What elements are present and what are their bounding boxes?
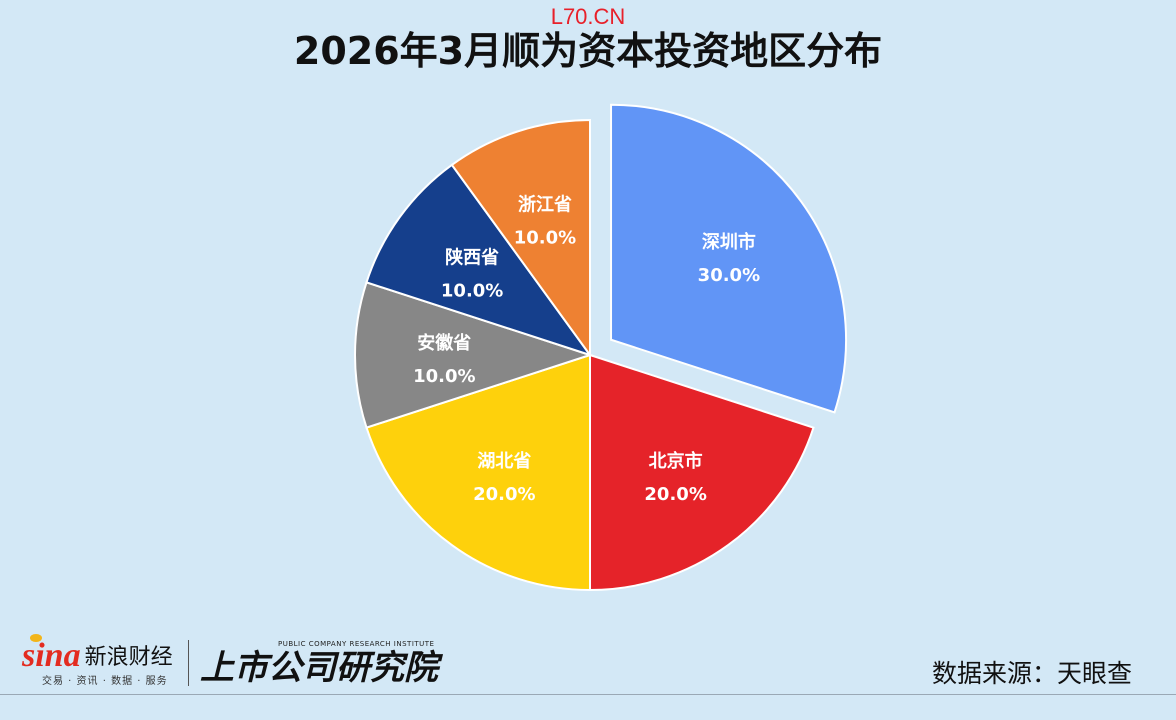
pie-slice-5 [450, 118, 591, 359]
slice-value-4: 10.0% [441, 280, 503, 301]
institute-chinese-name: 上市公司研究院 [200, 648, 438, 688]
sina-finance-name: 新浪财经 [84, 645, 173, 670]
slice-label-0: 深圳市 [702, 231, 756, 253]
pie-slice-2 [365, 353, 591, 592]
slice-label-1: 北京市 [649, 450, 703, 472]
data-source: 数据来源：天眼查 [931, 659, 1132, 688]
institute-english-name: PUBLIC COMPANY RESEARCH INSTITUTE [278, 640, 435, 648]
slice-label-2: 湖北省 [477, 450, 531, 472]
pie-slice-1 [589, 353, 815, 592]
chart-title: 2026年3月顺为资本投资地区分布 [293, 29, 883, 73]
slice-value-5: 10.0% [514, 227, 576, 248]
slice-value-1: 20.0% [644, 484, 706, 505]
sina-wordmark: sina [22, 634, 81, 673]
sina-eye-icon [30, 634, 42, 642]
pie-slice-4 [365, 163, 593, 357]
slice-label-4: 陕西省 [445, 246, 499, 268]
slice-label-5: 浙江省 [518, 193, 572, 215]
slice-value-3: 10.0% [413, 366, 475, 387]
research-institute-logo: PUBLIC COMPANY RESEARCH INSTITUTE 上市公司研究… [200, 640, 438, 688]
sina-slogan: 交易 · 资讯 · 数据 · 服务 [42, 676, 168, 687]
pie-slice-0 [610, 103, 848, 414]
watermark: L70.CN [550, 4, 626, 29]
logo-divider [188, 640, 189, 686]
sina-finance-logo: sina 新浪财经 交易 · 资讯 · 数据 · 服务 [22, 634, 173, 687]
pie-slice-3 [354, 281, 594, 429]
slice-label-3: 安徽省 [417, 332, 471, 354]
slice-value-2: 20.0% [473, 484, 535, 505]
footer-divider [0, 694, 1176, 695]
slice-value-0: 30.0% [698, 265, 760, 286]
